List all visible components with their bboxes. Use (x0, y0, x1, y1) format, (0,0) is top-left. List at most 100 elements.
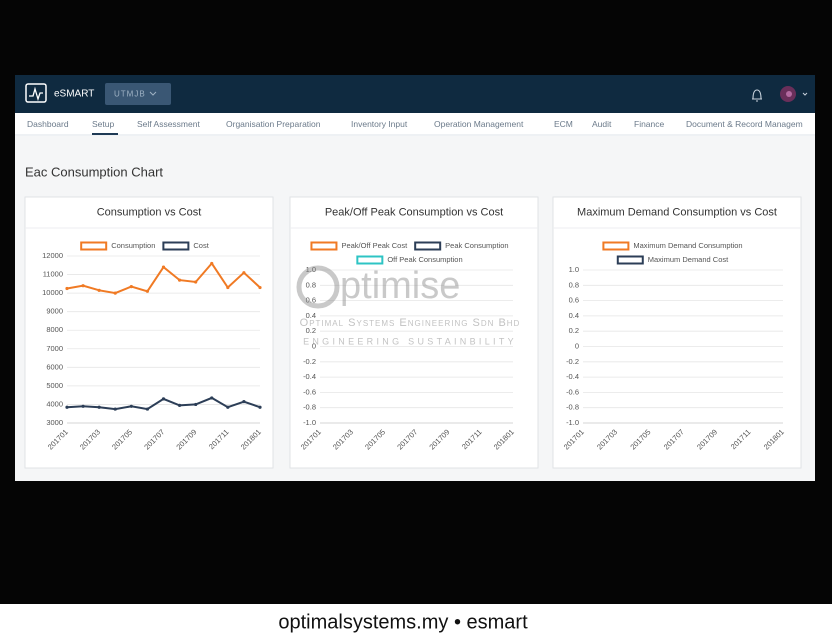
legend-swatch (310, 241, 338, 251)
point (161, 265, 166, 269)
nav-tab[interactable]: Organisation Preparation (226, 119, 321, 129)
y-tick-label: 4000 (46, 399, 63, 408)
nav-tab[interactable]: Finance (634, 119, 665, 129)
chart-title: Peak/Off Peak Consumption vs Cost (325, 206, 503, 218)
point (81, 404, 85, 408)
y-tick-label: 0.4 (306, 311, 316, 320)
point (65, 286, 69, 291)
point (258, 405, 262, 409)
point (113, 291, 117, 295)
point (194, 280, 198, 284)
legend-swatch (616, 255, 644, 265)
section-title: Eac Consumption Chart (25, 164, 163, 179)
nav-tab[interactable]: Inventory Input (351, 119, 408, 129)
y-tick-label: -0.4 (566, 372, 579, 381)
site-name[interactable]: UTMJB (114, 90, 146, 99)
legend-swatch (602, 241, 630, 251)
y-tick-label: 1.0 (306, 265, 316, 274)
point (226, 405, 230, 409)
legend-swatch (162, 241, 190, 251)
y-tick-label: 10000 (42, 288, 63, 297)
logo-wave (29, 86, 43, 102)
point (194, 402, 198, 407)
point (129, 404, 133, 408)
point (210, 396, 214, 400)
y-tick-label: 0 (575, 341, 579, 350)
point (161, 397, 166, 401)
point (258, 285, 262, 290)
point (145, 407, 150, 411)
y-tick-label: 8000 (46, 325, 63, 334)
legend-label: Peak/Off Peak Cost (341, 241, 408, 250)
y-tick-label: 1.0 (569, 265, 579, 274)
point (129, 285, 133, 289)
y-tick-label: -0.6 (303, 387, 316, 396)
watermark-brand: ptimise (340, 265, 460, 307)
y-tick-label: 3000 (46, 418, 63, 427)
caption: optimalsystems.my • esmart (278, 611, 528, 633)
y-tick-label: 0.6 (569, 296, 579, 305)
legend-swatch (80, 241, 108, 251)
watermark-tagline: ENGINEERING SUSTAINBILITY (303, 336, 517, 346)
point (97, 288, 101, 292)
nav-tab[interactable]: Self Assessment (137, 119, 200, 129)
y-tick-label: 12000 (42, 251, 63, 260)
nav-bar (15, 113, 815, 135)
y-tick-label: -1.0 (566, 418, 579, 427)
point (226, 285, 230, 290)
y-tick-label: 6000 (46, 362, 63, 371)
y-tick-label: -0.2 (303, 357, 316, 366)
y-tick-label: 11000 (43, 270, 63, 279)
legend-label: Maximum Demand Cost (648, 255, 729, 264)
y-tick-label: 9000 (46, 307, 63, 316)
y-tick-label: -0.4 (303, 372, 316, 381)
bell-icon[interactable] (752, 89, 762, 102)
nav-tab[interactable]: ECM (554, 119, 573, 129)
y-tick-label: 5000 (46, 381, 63, 390)
y-tick-label: 0.8 (569, 280, 579, 289)
caption-band (0, 604, 832, 643)
point (113, 407, 117, 411)
legend-label: Consumption (111, 241, 155, 250)
chart-title: Consumption vs Cost (97, 206, 202, 218)
logo (25, 83, 47, 103)
y-tick-label: 0.2 (306, 326, 316, 335)
y-tick-label: 7000 (46, 344, 63, 353)
y-tick-label: 0.4 (569, 311, 579, 320)
y-tick-label: -0.8 (303, 403, 316, 412)
nav-tab[interactable]: Setup (92, 119, 114, 129)
legend-label: Peak Consumption (445, 241, 508, 250)
nav-tab[interactable]: Operation Management (434, 119, 524, 129)
y-tick-label: 0 (312, 341, 316, 350)
nav-tab[interactable]: Dashboard (27, 119, 69, 129)
site-select[interactable] (105, 83, 171, 105)
y-tick-label: 0.6 (306, 296, 316, 305)
watermark-company: Optimal Systems Engineering Sdn Bhd (300, 317, 521, 329)
nav-tab[interactable]: Audit (592, 119, 612, 129)
avatar-face (786, 91, 792, 97)
y-tick-label: -1.0 (303, 418, 316, 427)
legend-swatch (414, 241, 442, 251)
legend-label: Cost (193, 241, 209, 250)
nav-tab[interactable]: Document & Record Managem (686, 119, 803, 129)
y-tick-label: 0.8 (306, 280, 316, 289)
avatar-caret (802, 92, 808, 96)
point (242, 271, 246, 275)
y-tick-label: 0.2 (569, 326, 579, 335)
brand: eSMART (54, 89, 94, 100)
y-tick-label: -0.6 (566, 387, 579, 396)
point (177, 278, 182, 282)
watermark-logo (296, 265, 340, 309)
point (145, 289, 150, 293)
chart-title: Maximum Demand Consumption vs Cost (577, 206, 777, 218)
point (242, 400, 246, 404)
point (210, 261, 214, 266)
y-tick-label: -0.2 (566, 357, 579, 366)
legend-swatch (356, 255, 384, 265)
point (177, 403, 182, 407)
y-tick-label: -0.8 (566, 403, 579, 412)
legend-label: Maximum Demand Consumption (633, 241, 742, 250)
point (81, 284, 85, 288)
